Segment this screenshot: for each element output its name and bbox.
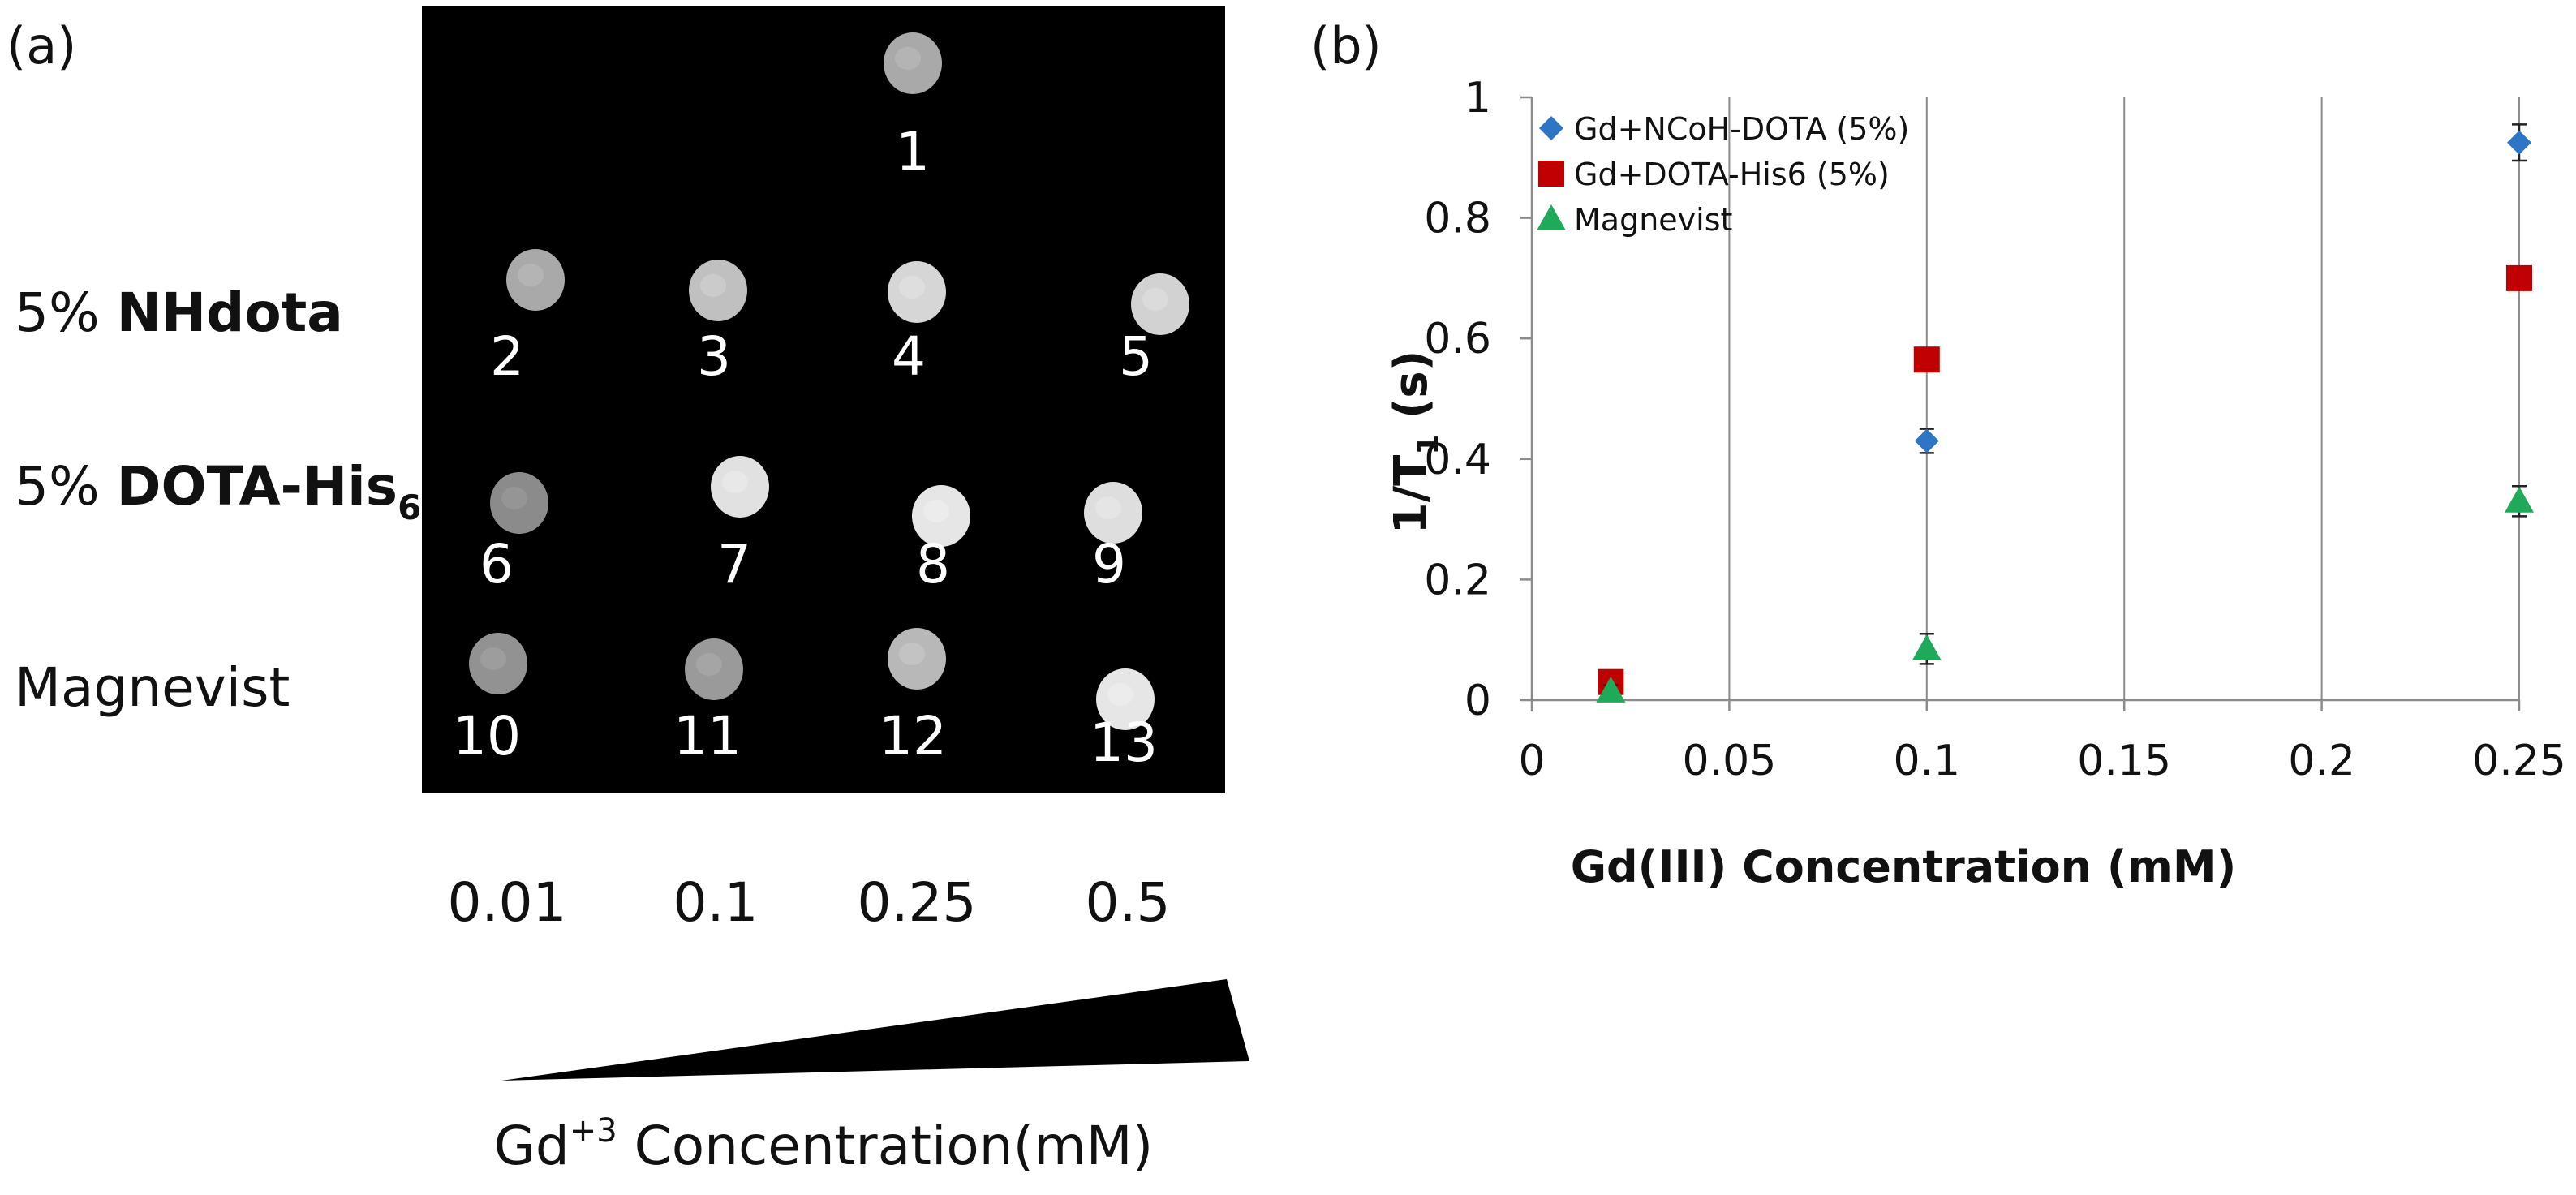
- well-5: [1131, 273, 1189, 335]
- well-10: [469, 633, 527, 694]
- data-point-s2-p0: [1596, 676, 1626, 703]
- y-tick-label: 1: [1464, 74, 1491, 123]
- well-12: [888, 628, 946, 690]
- well-number-2: 2: [490, 325, 524, 388]
- row-label-nhdota: 5% NHdota: [15, 282, 343, 344]
- well-highlight: [480, 647, 506, 670]
- concentration-label-1: 0.1: [673, 871, 759, 934]
- well-highlight: [899, 276, 925, 299]
- y-tick-label: 0.4: [1424, 436, 1491, 484]
- y-tick-label: 0.6: [1424, 315, 1491, 363]
- well-number-8: 8: [916, 533, 950, 595]
- well-number-11: 11: [673, 705, 742, 767]
- legend-marker-1: [1538, 161, 1564, 187]
- well-6: [490, 472, 548, 534]
- well-2: [506, 249, 565, 311]
- x-tick-label: 0.2: [2288, 737, 2355, 785]
- concentration-label-2: 0.25: [858, 871, 977, 934]
- well-highlight: [501, 487, 527, 509]
- data-point-s0-p1: [2507, 130, 2531, 155]
- well-highlight: [899, 643, 925, 665]
- y-tick-label: 0.8: [1424, 195, 1491, 243]
- concentration-label-3: 0.5: [1086, 871, 1171, 934]
- legend-marker-2: [1537, 204, 1566, 230]
- x-axis-label: Gd(III) Concentration (mM): [1571, 841, 2237, 892]
- x-tick-label: 0: [1518, 737, 1545, 785]
- data-point-s1-p2: [2506, 264, 2532, 291]
- well-highlight: [923, 500, 949, 522]
- well-11: [685, 638, 743, 700]
- x-tick-label: 0.15: [2077, 737, 2171, 785]
- panel-b-label: (b): [1310, 16, 1382, 75]
- well-1: [884, 32, 942, 94]
- well-13: [1096, 668, 1155, 730]
- well-highlight: [696, 653, 722, 676]
- x-tick-label: 0.1: [1893, 737, 1960, 785]
- well-3: [689, 260, 747, 321]
- well-number-5: 5: [1119, 325, 1153, 388]
- row-label-magnevist: Magnevist: [15, 656, 290, 719]
- concentration-label-0: 0.01: [448, 871, 567, 934]
- well-number-12: 12: [879, 705, 947, 767]
- well-highlight: [1142, 288, 1168, 311]
- well-number-4: 4: [892, 325, 926, 388]
- x-tick-label: 0.05: [1683, 737, 1777, 785]
- well-group: 12 3 4 56 7 8 910 11 12 13: [453, 32, 1189, 774]
- well-number-3: 3: [697, 325, 731, 388]
- data-point-s0-p0: [1914, 428, 1939, 453]
- concentration-wedge: [501, 979, 1249, 1081]
- legend-label-0: Gd+NCoH-DOTA (5%): [1574, 111, 1909, 147]
- legend-marker-0: [1539, 116, 1563, 140]
- data-point-s2-p2: [2505, 486, 2534, 513]
- legend-label-2: Magnevist: [1574, 202, 1732, 238]
- well-number-7: 7: [717, 533, 751, 595]
- data-point-s2-p1: [1912, 634, 1942, 660]
- well-number-9: 9: [1092, 533, 1126, 595]
- well-number-1: 1: [896, 121, 930, 183]
- well-8: [912, 485, 970, 547]
- concentration-axis-label: Gd+3 Concentration(mM): [494, 1112, 1154, 1177]
- data-point-s1-p1: [1913, 346, 1940, 373]
- well-highlight: [1107, 683, 1133, 706]
- y-tick-label: 0.2: [1424, 556, 1491, 604]
- well-7: [711, 456, 769, 518]
- well-highlight: [518, 264, 544, 286]
- well-highlight: [722, 471, 748, 493]
- y-tick-label: 0: [1464, 677, 1491, 725]
- well-4: [888, 261, 946, 323]
- well-highlight: [895, 47, 921, 70]
- mri-image: [422, 6, 1225, 793]
- well-highlight: [1095, 496, 1121, 519]
- well-number-6: 6: [480, 533, 514, 595]
- chart: 0 0.2 0.4 0.6 0.8 1 0 0.05 0.1 0.15 0.2 0.25 Gd+NCoH…: [1424, 74, 2566, 785]
- well-9: [1084, 482, 1142, 544]
- x-tick-label: 0.25: [2472, 737, 2566, 785]
- y-axis-label: 1/T1 (s): [1385, 350, 1445, 535]
- well-number-13: 13: [1090, 711, 1158, 774]
- legend-label-1: Gd+DOTA-His6 (5%): [1574, 157, 1890, 192]
- row-label-dota-his6: 5% DOTA-His6: [15, 455, 421, 527]
- well-number-10: 10: [453, 705, 521, 767]
- panel-a-label: (a): [6, 16, 76, 75]
- well-highlight: [700, 274, 726, 297]
